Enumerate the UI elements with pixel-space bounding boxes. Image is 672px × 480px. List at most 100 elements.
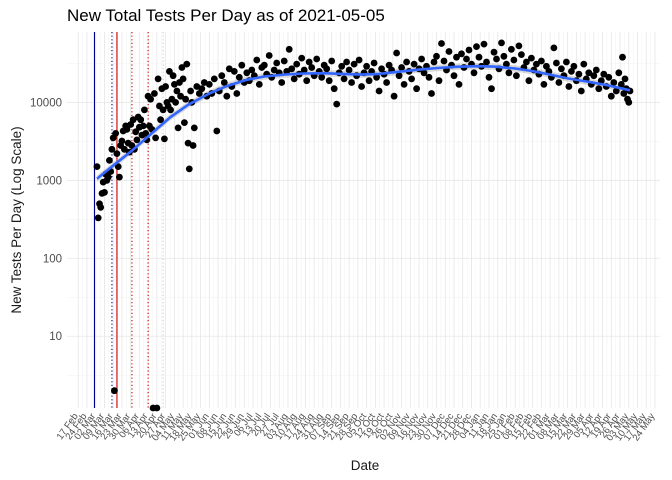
data-point: [340, 75, 348, 83]
data-point: [450, 72, 458, 80]
data-point: [483, 58, 490, 66]
data-point: [260, 61, 268, 69]
data-point: [162, 83, 170, 90]
data-point: [248, 66, 256, 74]
data-point: [558, 65, 565, 73]
data-point: [132, 128, 140, 136]
data-point: [350, 60, 358, 68]
data-point: [147, 95, 155, 103]
data-point: [463, 55, 470, 63]
data-point: [151, 90, 158, 97]
data-point: [493, 55, 500, 63]
data-point: [615, 69, 623, 77]
data-point: [129, 116, 137, 124]
data-point: [225, 65, 233, 73]
data-point: [433, 52, 440, 60]
data-point: [413, 85, 420, 93]
data-point: [418, 55, 425, 63]
data-point: [137, 116, 145, 124]
data-point: [182, 95, 190, 103]
data-point: [363, 62, 370, 70]
data-point: [220, 79, 228, 86]
data-point: [550, 44, 558, 52]
data-point: [513, 72, 520, 80]
data-point: [570, 62, 578, 70]
data-point: [580, 60, 588, 68]
data-point: [174, 124, 182, 132]
data-point: [114, 163, 122, 171]
data-point: [592, 66, 600, 74]
data-point: [230, 68, 238, 75]
data-point: [410, 60, 418, 68]
data-point: [270, 66, 278, 74]
data-point: [185, 165, 193, 173]
data-point: [328, 57, 336, 65]
trend-line-group: [96, 64, 631, 180]
data-point: [455, 81, 463, 88]
data-point: [139, 122, 147, 130]
data-point: [625, 99, 633, 106]
data-point: [253, 56, 261, 64]
data-point: [395, 72, 403, 80]
y-tick-label: 1000: [36, 175, 62, 187]
data-point: [235, 73, 243, 81]
data-point: [390, 92, 398, 100]
data-point: [490, 48, 498, 56]
data-point: [255, 81, 263, 88]
data-point: [440, 57, 448, 65]
data-point: [503, 60, 510, 68]
data-point: [393, 49, 400, 57]
data-point: [590, 72, 598, 80]
data-point: [121, 145, 128, 153]
data-point: [338, 62, 346, 70]
data-point: [600, 70, 608, 78]
data-point: [112, 130, 120, 137]
data-point: [288, 65, 296, 73]
data-point: [445, 48, 453, 55]
data-point: [528, 54, 535, 62]
data-point: [617, 81, 625, 88]
data-point: [123, 125, 131, 133]
data-point: [348, 79, 355, 86]
data-point: [172, 99, 180, 106]
data-point: [181, 119, 188, 126]
data-point: [323, 65, 331, 73]
data-point: [303, 77, 311, 85]
data-point: [568, 68, 575, 75]
data-point: [465, 46, 473, 54]
data-point: [154, 75, 162, 83]
data-point: [510, 56, 518, 64]
data-point: [543, 62, 550, 70]
data-point: [94, 214, 102, 222]
data-point: [345, 66, 353, 74]
data-point: [435, 77, 443, 85]
data-point: [141, 106, 148, 114]
data-point: [111, 387, 118, 395]
y-axis-ticks: 10 100 1000 10000: [30, 97, 62, 343]
data-point: [358, 83, 365, 90]
data-point: [398, 64, 405, 71]
data-point: [408, 75, 415, 83]
data-point: [498, 39, 505, 47]
data-point: [525, 77, 533, 85]
data-point: [213, 127, 221, 135]
data-point: [177, 92, 185, 100]
data-point: [157, 116, 165, 124]
data-point: [106, 157, 113, 164]
data-point: [313, 55, 321, 63]
data-point: [189, 142, 197, 149]
data-point: [378, 65, 385, 73]
data-point: [133, 136, 141, 144]
data-point: [428, 90, 435, 97]
data-point: [343, 58, 350, 66]
data-point: [375, 87, 383, 95]
data-point: [621, 75, 629, 83]
data-point: [300, 66, 308, 74]
data-point: [198, 85, 206, 93]
data-point: [500, 52, 508, 60]
data-point: [218, 72, 226, 80]
data-point: [265, 52, 273, 59]
data-point: [173, 87, 181, 95]
data-point: [278, 79, 286, 86]
